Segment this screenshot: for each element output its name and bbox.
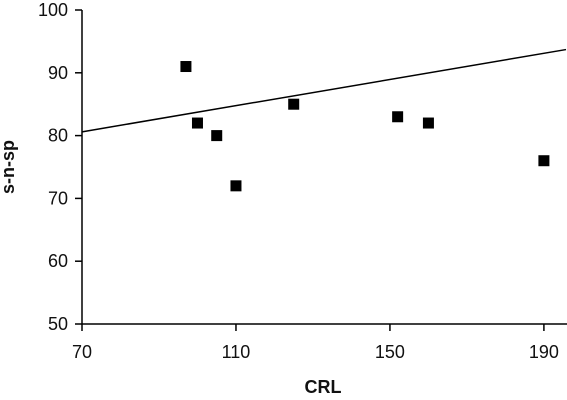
data-point [211, 130, 223, 142]
x-axis-title: CRL [305, 377, 342, 397]
y-tick-label: 100 [38, 0, 68, 20]
y-axis-ticks: 50 60 70 80 90 100 [38, 0, 82, 334]
y-axis-title: s-n-sp [0, 140, 18, 194]
data-point [422, 117, 434, 129]
x-tick-label: 150 [375, 342, 405, 362]
data-point [180, 61, 192, 73]
data-point [538, 155, 550, 167]
y-tick-label: 60 [48, 251, 68, 271]
x-tick-label: 70 [72, 342, 92, 362]
x-axis-ticks: 70 110 150 190 [72, 324, 559, 362]
data-point [392, 111, 404, 123]
y-tick-label: 80 [48, 126, 68, 146]
trend-line [81, 48, 567, 133]
y-tick-label: 70 [48, 188, 68, 208]
data-point [191, 117, 203, 129]
data-point [288, 98, 300, 110]
x-tick-label: 110 [222, 342, 251, 362]
data-points [180, 61, 550, 192]
data-point [230, 180, 242, 192]
y-tick-label: 50 [48, 314, 68, 334]
x-tick-label: 190 [529, 342, 559, 362]
y-tick-label: 90 [48, 63, 68, 83]
